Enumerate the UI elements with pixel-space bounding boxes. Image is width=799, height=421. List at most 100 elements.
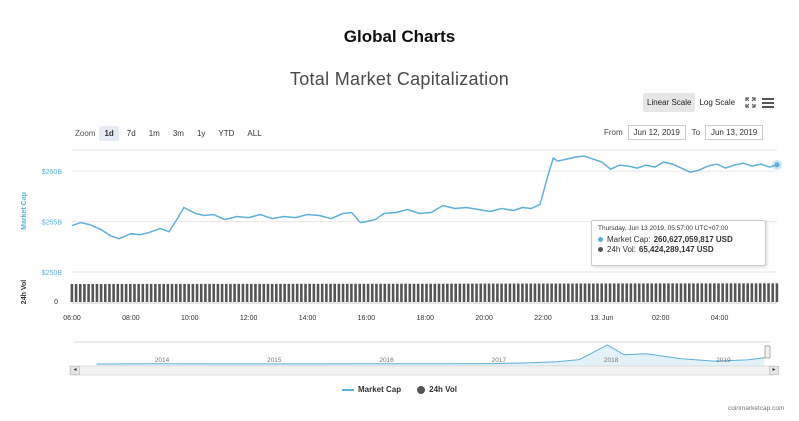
- volume-bar: [583, 283, 587, 302]
- zoom-7d-button[interactable]: 7d: [126, 129, 136, 138]
- volume-bar: [479, 283, 483, 302]
- volume-bar: [229, 283, 232, 302]
- volume-bar: [450, 283, 453, 302]
- volume-bar: [704, 283, 708, 302]
- volume-bar: [746, 283, 749, 302]
- legend-24h-vol[interactable]: 24h Vol: [417, 385, 457, 394]
- volume-bar: [195, 283, 199, 302]
- volume-bar: [145, 283, 149, 302]
- volume-bar: [241, 283, 245, 302]
- zoom-controls: Zoom 1d 7d 1m 3m 1y YTD ALL: [75, 126, 270, 141]
- volume-bar: [103, 283, 107, 302]
- volume-bar: [87, 283, 90, 302]
- volume-bar: [262, 283, 266, 302]
- volume-bar: [383, 283, 387, 302]
- zoom-all-button[interactable]: ALL: [247, 129, 262, 138]
- zoom-1m-button[interactable]: 1m: [148, 129, 160, 138]
- volume-bar: [671, 283, 674, 302]
- volume-bar: [345, 283, 349, 302]
- legend-market-cap[interactable]: Market Cap: [342, 385, 401, 394]
- volume-bar: [758, 283, 762, 302]
- volume-bar: [350, 283, 353, 302]
- volume-bar: [133, 283, 136, 302]
- volume-bar: [558, 283, 562, 302]
- x-tick-label: 22:00: [534, 315, 552, 322]
- x-tick-label: 06:00: [63, 315, 81, 322]
- volume-bar: [587, 283, 591, 302]
- volume-bar: [258, 283, 261, 302]
- x-tick-label: 13. Jun: [590, 315, 613, 322]
- volume-bar: [112, 283, 115, 302]
- volume-bar: [78, 283, 82, 302]
- navigator-year-label: 2014: [155, 357, 170, 364]
- legend-market-cap-label: Market Cap: [358, 385, 402, 394]
- x-tick-label: 10:00: [181, 315, 199, 322]
- volume-bar: [537, 283, 541, 302]
- volume-bar: [675, 283, 679, 302]
- navigator-line: [96, 344, 765, 365]
- zoom-ytd-button[interactable]: YTD: [218, 129, 235, 138]
- volume-bar: [483, 283, 487, 302]
- volume-bar: [596, 283, 599, 302]
- volume-bar: [162, 283, 165, 302]
- zoom-1d-button[interactable]: 1d: [99, 126, 119, 141]
- linear-scale-button[interactable]: Linear Scale: [643, 93, 696, 112]
- from-label: From: [604, 128, 623, 137]
- volume-bar: [237, 283, 241, 302]
- volume-bar: [245, 283, 249, 302]
- volume-axis-title: 24h Vol: [21, 280, 28, 304]
- volume-bar: [212, 283, 216, 302]
- tooltip-market-cap-row: Market Cap: 260,627,059,817 USD: [598, 235, 759, 244]
- volume-bar: [416, 283, 420, 302]
- volume-bar: [158, 283, 161, 302]
- navigator-year-label: 2017: [492, 357, 507, 364]
- scale-toggle-group: Linear Scale Log Scale: [643, 93, 775, 112]
- volume-bar: [400, 283, 403, 302]
- zoom-1y-button[interactable]: 1y: [196, 129, 206, 138]
- x-tick-label: 16:00: [358, 315, 376, 322]
- volume-tick-label: 0: [54, 299, 58, 306]
- volume-bar: [249, 283, 253, 302]
- volume-bar: [425, 283, 428, 302]
- volume-bar: [692, 283, 695, 302]
- volume-bar: [617, 283, 620, 302]
- navigator-left-arrow-icon[interactable]: ◂: [70, 366, 80, 375]
- to-date-input[interactable]: [705, 125, 764, 140]
- volume-bar: [771, 283, 775, 302]
- log-scale-button[interactable]: Log Scale: [699, 98, 736, 107]
- volume-bar: [254, 283, 257, 302]
- volume-bar: [541, 283, 545, 302]
- volume-bar: [183, 283, 186, 302]
- volume-bar: [433, 283, 437, 302]
- x-tick-label: 08:00: [122, 315, 140, 322]
- volume-bar: [333, 283, 337, 302]
- volume-bar: [650, 283, 654, 302]
- volume-bar: [546, 283, 549, 302]
- fullscreen-icon[interactable]: [743, 96, 757, 110]
- volume-bar: [654, 283, 658, 302]
- volume-bar: [179, 283, 182, 302]
- volume-bar: [287, 283, 291, 302]
- navigator-right-arrow-icon[interactable]: ▸: [769, 366, 779, 375]
- volume-bar: [621, 283, 624, 302]
- hover-point: [774, 162, 780, 168]
- volume-bar: [679, 283, 683, 302]
- legend-vol-label: 24h Vol: [429, 385, 457, 394]
- market-cap-line-icon: [342, 388, 354, 391]
- volume-bar: [316, 283, 320, 302]
- volume-bar: [550, 283, 553, 302]
- from-date-input[interactable]: [627, 125, 686, 140]
- x-tick-label: 18:00: [416, 315, 434, 322]
- volume-bar: [725, 283, 729, 302]
- volume-bar: [763, 283, 766, 302]
- volume-bar: [204, 283, 207, 302]
- volume-bar: [224, 283, 228, 302]
- credits-link[interactable]: coinmarketcap.com: [728, 405, 785, 412]
- volume-bar: [629, 283, 633, 302]
- volume-bar: [487, 283, 491, 302]
- zoom-3m-button[interactable]: 3m: [172, 129, 184, 138]
- volume-bar: [124, 283, 128, 302]
- hamburger-menu-icon[interactable]: [761, 96, 775, 110]
- zoom-label: Zoom: [75, 129, 96, 138]
